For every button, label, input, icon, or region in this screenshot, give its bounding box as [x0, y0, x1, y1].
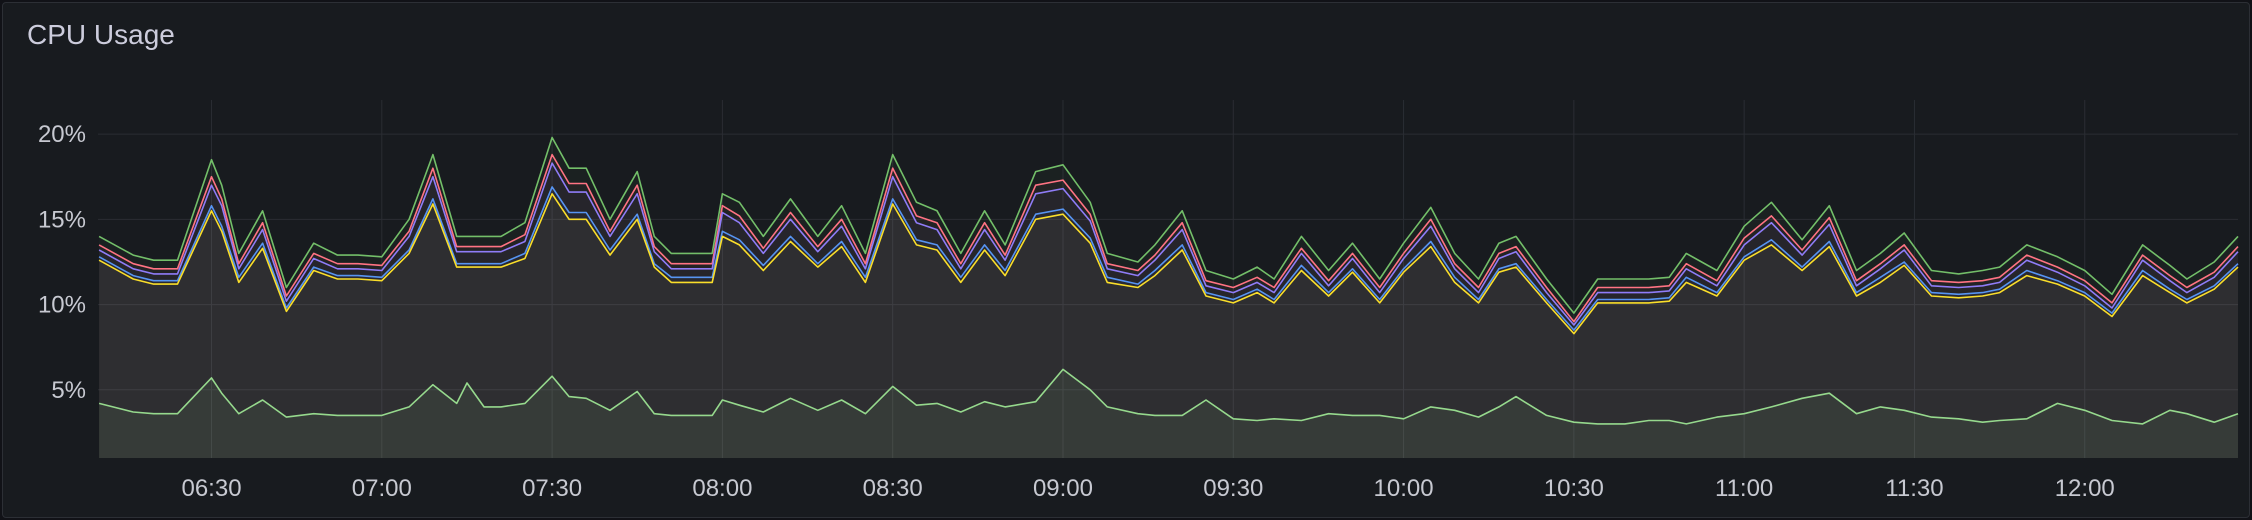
y-tick-label: 10% [38, 292, 86, 319]
y-tick-label: 15% [38, 206, 86, 233]
series-line-0 [98, 136, 2239, 314]
x-tick-label: 10:30 [1544, 475, 1604, 502]
chart-areas [99, 369, 2238, 458]
series-line-1 [98, 153, 2239, 323]
x-tick-label: 10:00 [1374, 475, 1434, 502]
x-tick-label: 08:30 [863, 475, 923, 502]
y-tick-label: 20% [38, 121, 86, 148]
series-line-5 [98, 368, 2239, 425]
x-tick-label: 08:00 [692, 475, 752, 502]
y-axis: 5% 10% 15% 20% [38, 121, 86, 404]
x-tick-label: 07:30 [522, 475, 582, 502]
x-tick-label: 06:30 [181, 475, 241, 502]
x-tick-label: 11:00 [1715, 475, 1773, 502]
series-area-5 [99, 369, 2238, 458]
series-line-4 [98, 193, 2239, 335]
x-tick-label: 09:00 [1033, 475, 1093, 502]
x-tick-label: 12:00 [2055, 475, 2115, 502]
x-tick-label: 09:30 [1203, 475, 1263, 502]
chart-lines [98, 136, 2239, 425]
panel-title: CPU Usage [27, 19, 175, 50]
series-line-3 [98, 186, 2239, 331]
series-line-2 [98, 162, 2239, 326]
x-axis: 06:30 07:00 07:30 08:00 08:30 09:00 09:30 10:00… [181, 475, 2114, 502]
chart-grid [98, 100, 2238, 458]
y-tick-label: 5% [51, 377, 86, 404]
x-tick-label: 07:00 [352, 475, 412, 502]
x-tick-label: 11:30 [1885, 475, 1943, 502]
